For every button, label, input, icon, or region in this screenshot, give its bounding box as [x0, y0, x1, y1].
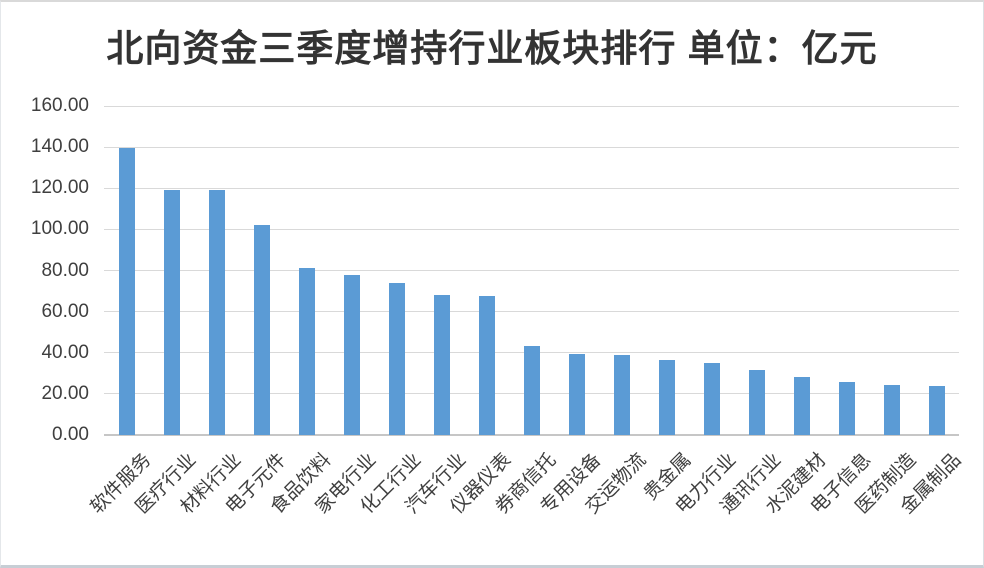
- bar-食品饮料: [298, 267, 315, 435]
- y-tick-label: 100.00: [30, 218, 89, 240]
- y-tick-label: 80.00: [41, 259, 89, 281]
- gridline: [104, 311, 959, 313]
- y-tick-label: 20.00: [41, 382, 89, 404]
- bar-贵金属: [658, 360, 675, 435]
- bar-家电行业: [343, 275, 360, 435]
- bar-交运物流: [613, 355, 630, 435]
- bar-材料行业: [208, 190, 225, 435]
- bar-仪器仪表: [478, 295, 495, 435]
- gridline: [104, 105, 959, 107]
- bar-医疗行业: [163, 190, 180, 435]
- bar-化工行业: [388, 282, 405, 435]
- y-tick-label: 160.00: [30, 95, 89, 116]
- bar-金属制品: [928, 386, 945, 435]
- bar-通讯行业: [748, 369, 765, 435]
- y-tick-label: 120.00: [30, 177, 89, 199]
- bar-医药制造: [883, 384, 900, 435]
- bar-电子信息: [838, 382, 855, 435]
- gridline: [104, 228, 959, 230]
- gridline: [104, 146, 959, 148]
- y-tick-label: 60.00: [41, 300, 89, 322]
- bar-软件服务: [118, 148, 135, 435]
- chart-title: 北向资金三季度增持行业板块排行 单位：亿元: [106, 28, 878, 69]
- bar-专用设备: [568, 354, 585, 435]
- bar-券商信托: [523, 346, 540, 435]
- x-axis-line: [104, 434, 959, 436]
- bar-汽车行业: [433, 294, 450, 435]
- gridline: [104, 270, 959, 271]
- y-tick-label: 0.00: [52, 424, 89, 445]
- y-tick-label: 40.00: [41, 341, 89, 363]
- bar-电子元件: [253, 225, 270, 435]
- gridline: [104, 187, 959, 189]
- bar-电力行业: [703, 363, 720, 435]
- y-tick-label: 140.00: [30, 136, 89, 158]
- bar-水泥建材: [793, 377, 810, 435]
